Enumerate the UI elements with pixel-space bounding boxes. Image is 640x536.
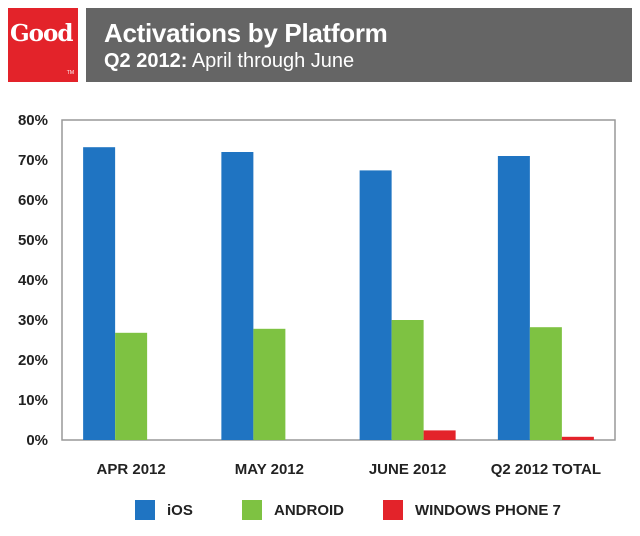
- bar-android: [115, 332, 148, 440]
- bar-ios: [221, 152, 254, 440]
- legend-swatch: [383, 500, 403, 520]
- y-tick-label: 30%: [18, 312, 48, 329]
- chart-subtitle: Q2 2012: April through June: [104, 50, 354, 73]
- legend-item: iOS: [135, 500, 193, 520]
- legend-label: ANDROID: [274, 501, 344, 519]
- x-tick-label: Q2 2012 TOTAL: [491, 461, 601, 478]
- legend-swatch: [242, 500, 262, 520]
- bar-chart: 0% 10% 20% 30% 40% 50% 60% 70% 80% APR 2012 MAY 20…: [18, 112, 616, 478]
- logo-text: Good: [10, 20, 73, 47]
- x-tick-label: JUNE 2012: [369, 461, 447, 478]
- y-tick-label: 10%: [18, 392, 48, 409]
- legend-item: WINDOWS PHONE 7: [383, 500, 561, 520]
- legend-label: iOS: [167, 501, 193, 519]
- chart-title: Activations by Platform: [104, 18, 388, 48]
- bar-ios: [359, 170, 392, 440]
- legend-item: ANDROID: [242, 500, 344, 520]
- y-tick-label: 0%: [26, 432, 48, 449]
- bar-ios: [83, 147, 116, 440]
- logo-trademark: TM: [66, 70, 74, 76]
- chart-legend: iOS ANDROID WINDOWS PHONE 7: [0, 500, 640, 524]
- plot-frame: [61, 119, 616, 441]
- y-tick-label: 40%: [18, 272, 48, 289]
- subtitle-range: April through June: [187, 50, 355, 72]
- bar-android: [391, 320, 424, 440]
- bar-windows-phone-7: [423, 430, 456, 440]
- y-tick-label: 70%: [18, 152, 48, 169]
- bar-windows-phone-7: [561, 436, 594, 440]
- y-tick-label: 60%: [18, 192, 48, 209]
- bar-ios: [497, 156, 530, 440]
- good-logo: Good TM: [8, 8, 78, 82]
- bar-android: [529, 327, 562, 440]
- legend-label: WINDOWS PHONE 7: [415, 501, 561, 519]
- chart-header: Good TM Activations by Platform Q2 2012:…: [8, 8, 632, 82]
- x-tick-label: APR 2012: [97, 461, 166, 478]
- subtitle-quarter: Q2 2012:: [104, 50, 188, 72]
- bar-android: [253, 328, 286, 440]
- x-tick-label: MAY 2012: [235, 461, 304, 478]
- y-tick-label: 50%: [18, 232, 48, 249]
- title-bar: Activations by Platform Q2 2012: April t…: [86, 8, 632, 82]
- y-tick-label: 20%: [18, 352, 48, 369]
- y-tick-label: 80%: [18, 112, 48, 129]
- legend-swatch: [135, 500, 155, 520]
